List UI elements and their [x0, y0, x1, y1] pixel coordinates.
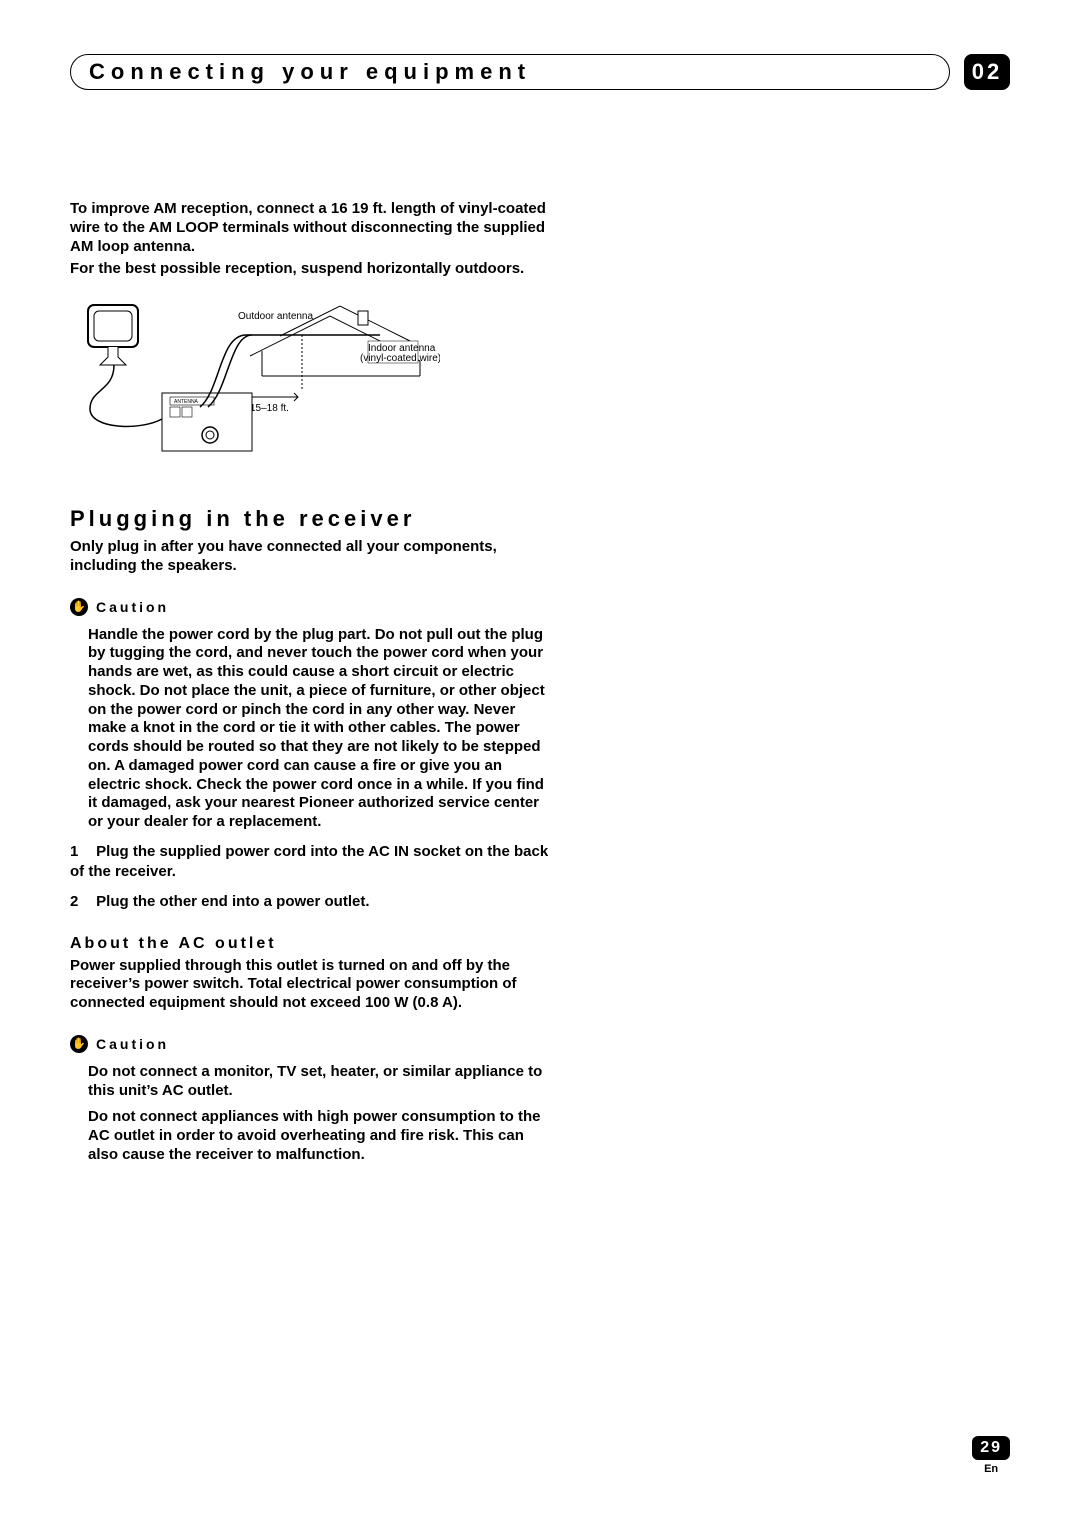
diagram-label-indoor2: (vinyl-coated wire) — [360, 353, 440, 364]
acoutlet-caution-body-wrap: Do not connect a monitor, TV set, heater… — [70, 1063, 550, 1165]
plugging-step-1: 1 Plug the supplied power cord into the … — [70, 842, 550, 883]
chapter-title-pill: Connecting your equipment — [70, 54, 950, 90]
diagram-label-antenna-box: ANTENNA — [174, 399, 199, 405]
step-number: 1 — [70, 842, 92, 862]
acoutlet-caution-1: Do not connect a monitor, TV set, heater… — [88, 1063, 550, 1101]
page-number: 29 — [972, 1436, 1010, 1460]
chapter-number-badge: 02 — [964, 54, 1010, 90]
chapter-title: Connecting your equipment — [89, 59, 531, 85]
plugging-lead: Only plug in after you have connected al… — [70, 538, 550, 576]
antenna-diagram: Outdoor antenna Indoor antenna (vinyl-co… — [70, 301, 440, 461]
step-text: Plug the other end into a power outlet. — [96, 893, 369, 910]
intro-paragraph-2: For the best possible reception, suspend… — [70, 260, 550, 279]
plugging-caution-body: Handle the power cord by the plug part. … — [88, 626, 550, 832]
content-column: To improve AM reception, connect a 16 19… — [70, 200, 550, 1165]
page-footer: 29 En — [972, 1436, 1010, 1475]
caution-icon: ✋ — [70, 1035, 88, 1053]
caution-label: Caution — [96, 1036, 169, 1052]
intro-p1-amloop: AM LOOP — [149, 219, 219, 236]
plugging-caution-header: ✋ Caution — [70, 598, 550, 616]
plugging-caution-body-wrap: Handle the power cord by the plug part. … — [70, 626, 550, 832]
intro-p1-part-a: To improve AM reception, connect a 16 — [70, 200, 352, 217]
acoutlet-caution-2: Do not connect appliances with high powe… — [88, 1108, 550, 1164]
diagram-label-length: 15–18 ft. — [250, 403, 289, 414]
acoutlet-heading: About the AC outlet — [70, 935, 550, 953]
step-text: Plug the supplied power cord into the AC… — [70, 843, 548, 880]
diagram-label-outdoor: Outdoor antenna — [238, 311, 313, 322]
plugging-step-2: 2 Plug the other end into a power outlet… — [70, 892, 550, 912]
page-language: En — [972, 1463, 1010, 1475]
caution-label: Caution — [96, 599, 169, 615]
step-number: 2 — [70, 892, 92, 912]
caution-icon: ✋ — [70, 598, 88, 616]
plugging-heading: Plugging in the receiver — [70, 506, 550, 532]
acoutlet-caution-header: ✋ Caution — [70, 1035, 550, 1053]
acoutlet-body: Power supplied through this outlet is tu… — [70, 957, 550, 1013]
chapter-header: Connecting your equipment 02 — [70, 54, 1010, 90]
intro-paragraph-1: To improve AM reception, connect a 16 19… — [70, 200, 550, 256]
